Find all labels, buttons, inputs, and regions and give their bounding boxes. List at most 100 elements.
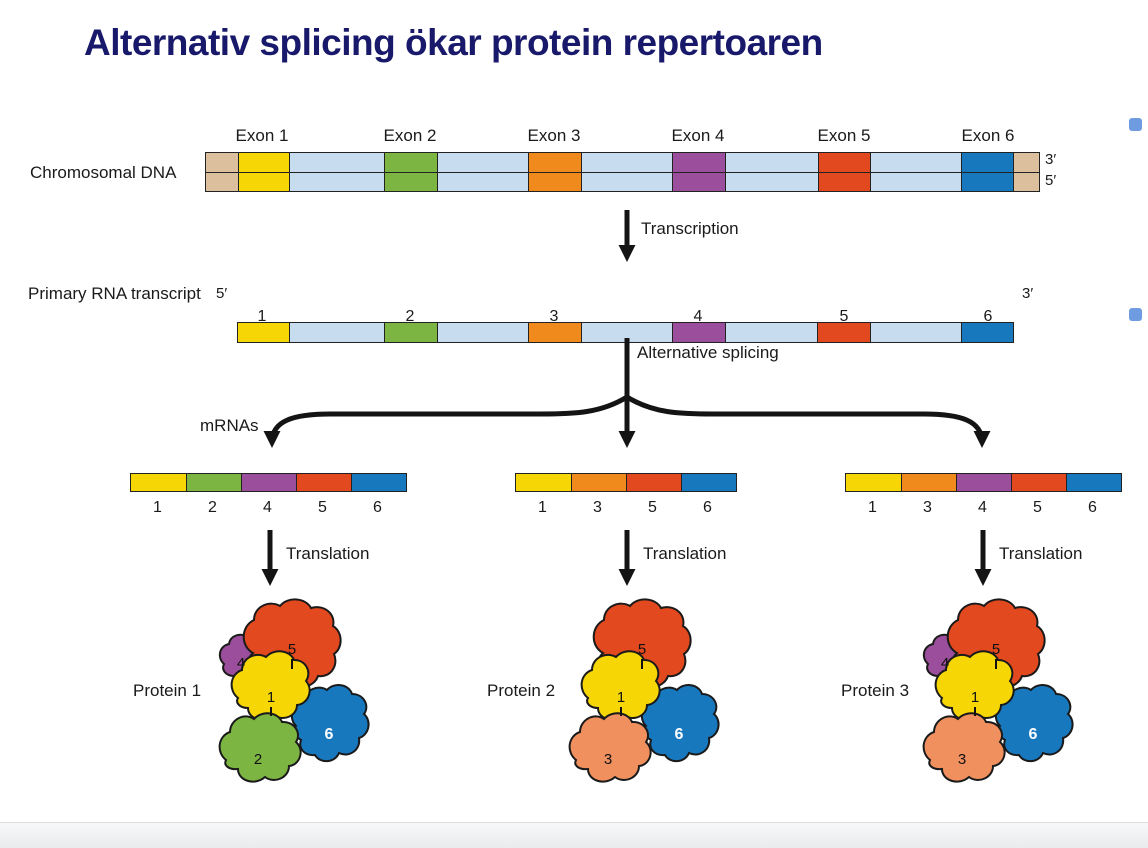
protein-3-label: Protein 3	[841, 681, 910, 700]
protein-3-subunit-3-number: 3	[958, 751, 966, 768]
mrna-number: 4	[978, 499, 987, 516]
exon-4-label: Exon 4	[671, 126, 725, 145]
mrna-number: 5	[648, 499, 657, 516]
rna-exon-4	[671, 323, 725, 342]
dna-5prime-right: 5′	[1045, 172, 1057, 189]
dna-bar	[205, 152, 1040, 192]
rna-exon-6	[961, 323, 1013, 342]
scrollbar-marker-top[interactable]	[1129, 118, 1142, 131]
mrna-1-exon-5	[296, 474, 351, 491]
mrna-3-numbers: 1 3 4 5 6	[845, 492, 1122, 517]
mrna-2-exon-5	[626, 474, 681, 491]
protein-2-subunit-1-blob	[580, 650, 661, 721]
mrna-number: 1	[538, 499, 547, 516]
mrna-3-exon-3	[901, 474, 956, 491]
mrna-3-exon-4	[956, 474, 1011, 491]
mrna-3-bar	[845, 473, 1122, 492]
mrna-1-numbers: 1 2 4 5 6	[130, 492, 407, 517]
protein-3-subunit-3-blob	[922, 712, 1006, 783]
protein-2-subunit-3-blob	[568, 712, 652, 783]
exon-3-label: Exon 3	[527, 126, 581, 145]
mrna-number: 1	[868, 499, 877, 516]
mrna-2-numbers: 1 3 5 6	[515, 492, 737, 517]
rna-intron	[288, 323, 384, 342]
rna-exon-3-number: 3	[549, 308, 559, 325]
protein-2-subunit-6-blob	[640, 684, 720, 763]
mrna-number: 6	[703, 499, 712, 516]
protein-3-subunit-4-number: 4	[941, 655, 949, 672]
rna-3prime: 3′	[1022, 285, 1034, 302]
mrna-number: 6	[373, 499, 382, 516]
protein-2-subunit-6-number: 6	[675, 726, 684, 743]
mrna-1-exon-6	[351, 474, 406, 491]
exon-2-label: Exon 2	[383, 126, 437, 145]
splicing-arrow-right	[624, 394, 991, 448]
splicing-arrow-left	[263, 394, 630, 448]
protein-1-subunit-6-blob	[290, 684, 370, 763]
mrna-3-exon-6	[1066, 474, 1121, 491]
rna-exon-5	[817, 323, 871, 342]
mrna-number: 3	[923, 499, 932, 516]
protein-1-subunit-1-number: 1	[267, 689, 275, 706]
protein-2-subunit-1-number: 1	[617, 689, 625, 706]
translation-label-3: Translation	[999, 544, 1083, 563]
translation-label-2: Translation	[643, 544, 727, 563]
rna-intron	[581, 323, 672, 342]
translation-label-1: Translation	[286, 544, 370, 563]
mrna-number: 3	[593, 499, 602, 516]
mrna-1-exon-1	[131, 474, 186, 491]
protein-2-subunit-3-number: 3	[604, 751, 612, 768]
rna-exon-4-number: 4	[693, 308, 703, 325]
protein-1-subunit-1-blob	[230, 650, 311, 721]
rna-exon-3	[528, 323, 582, 342]
slide-title: Alternativ splicing ökar protein reperto…	[84, 22, 823, 63]
rna-intron	[870, 323, 962, 342]
rna-intron	[724, 323, 818, 342]
protein-1-subunit-2-number: 2	[254, 751, 262, 768]
bottom-bar	[0, 822, 1148, 848]
exon-6-label: Exon 6	[961, 126, 1015, 145]
rna-exon-6-number: 6	[983, 308, 993, 325]
mrna-2-bar	[515, 473, 737, 492]
mrna-number: 2	[208, 499, 217, 516]
mrna-number: 6	[1088, 499, 1097, 516]
protein-1-subunit-5-number: 5	[288, 641, 296, 658]
mrna-2-exon-6	[681, 474, 736, 491]
protein-1-subunit-6-number: 6	[325, 726, 334, 743]
rna-intron	[437, 323, 529, 342]
mrna-2-exon-3	[571, 474, 626, 491]
mrna-3-exon-1	[846, 474, 901, 491]
mrna-number: 1	[153, 499, 162, 516]
rna-exon-2-number: 2	[405, 308, 415, 325]
mrna-1-exon-4	[241, 474, 296, 491]
protein-1-label: Protein 1	[133, 681, 202, 700]
mrnas-label: mRNAs	[200, 416, 259, 435]
protein-2-cluster: 5 1 3 6	[568, 598, 720, 783]
mrna-number: 5	[1033, 499, 1042, 516]
protein-1-cluster: 4 5 1 2 6	[218, 598, 370, 783]
scrollbar-marker-bottom[interactable]	[1129, 308, 1142, 321]
mrna-2-exon-1	[516, 474, 571, 491]
mrna-number: 5	[318, 499, 327, 516]
protein-3-subunit-5-number: 5	[992, 641, 1000, 658]
protein-3-subunit-6-blob	[994, 684, 1074, 763]
mrna-number: 4	[263, 499, 272, 516]
protein-2-subunit-5-number: 5	[638, 641, 646, 658]
transcription-label: Transcription	[641, 219, 739, 238]
mrna-3: 1 3 4 5 6	[845, 473, 1122, 517]
rna-5prime: 5′	[216, 285, 228, 302]
protein-2-label: Protein 2	[487, 681, 556, 700]
rna-exon-1-number: 1	[257, 308, 267, 325]
mrna-1-bar	[130, 473, 407, 492]
protein-1-subunit-2-blob	[218, 712, 302, 783]
protein-3-subunit-1-number: 1	[971, 689, 979, 706]
protein-3-subunit-6-number: 6	[1029, 726, 1038, 743]
mrna-1: 1 2 4 5 6	[130, 473, 407, 517]
rna-exon-1	[238, 323, 289, 342]
dna-3prime-right: 3′	[1045, 151, 1057, 168]
rna-exon-2	[383, 323, 438, 342]
rna-row-label: Primary RNA transcript	[28, 284, 201, 303]
mrna-3-exon-5	[1011, 474, 1066, 491]
protein-3-cluster: 4 5 1 3 6	[922, 598, 1074, 783]
